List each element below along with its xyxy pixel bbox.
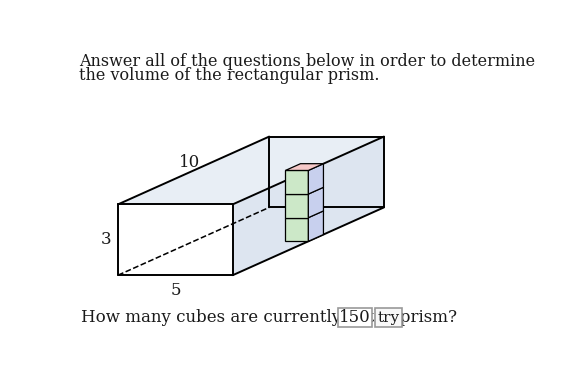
Polygon shape xyxy=(308,164,324,194)
Polygon shape xyxy=(285,170,308,194)
FancyBboxPatch shape xyxy=(376,308,402,327)
Polygon shape xyxy=(118,136,384,204)
Text: 3: 3 xyxy=(101,231,111,248)
Polygon shape xyxy=(118,204,233,275)
Text: 150: 150 xyxy=(339,309,371,326)
FancyBboxPatch shape xyxy=(338,308,372,327)
Text: 10: 10 xyxy=(179,154,201,171)
Polygon shape xyxy=(233,136,384,275)
Polygon shape xyxy=(308,187,324,218)
Text: How many cubes are currently in the prism?: How many cubes are currently in the pris… xyxy=(81,309,457,326)
Text: 5: 5 xyxy=(170,282,181,299)
Polygon shape xyxy=(285,164,324,170)
Polygon shape xyxy=(285,194,308,218)
Polygon shape xyxy=(308,211,324,241)
Polygon shape xyxy=(285,218,308,241)
Text: try: try xyxy=(377,311,400,325)
Text: the volume of the rectangular prism.: the volume of the rectangular prism. xyxy=(80,67,380,84)
Text: Answer all of the questions below in order to determine: Answer all of the questions below in ord… xyxy=(80,53,535,70)
